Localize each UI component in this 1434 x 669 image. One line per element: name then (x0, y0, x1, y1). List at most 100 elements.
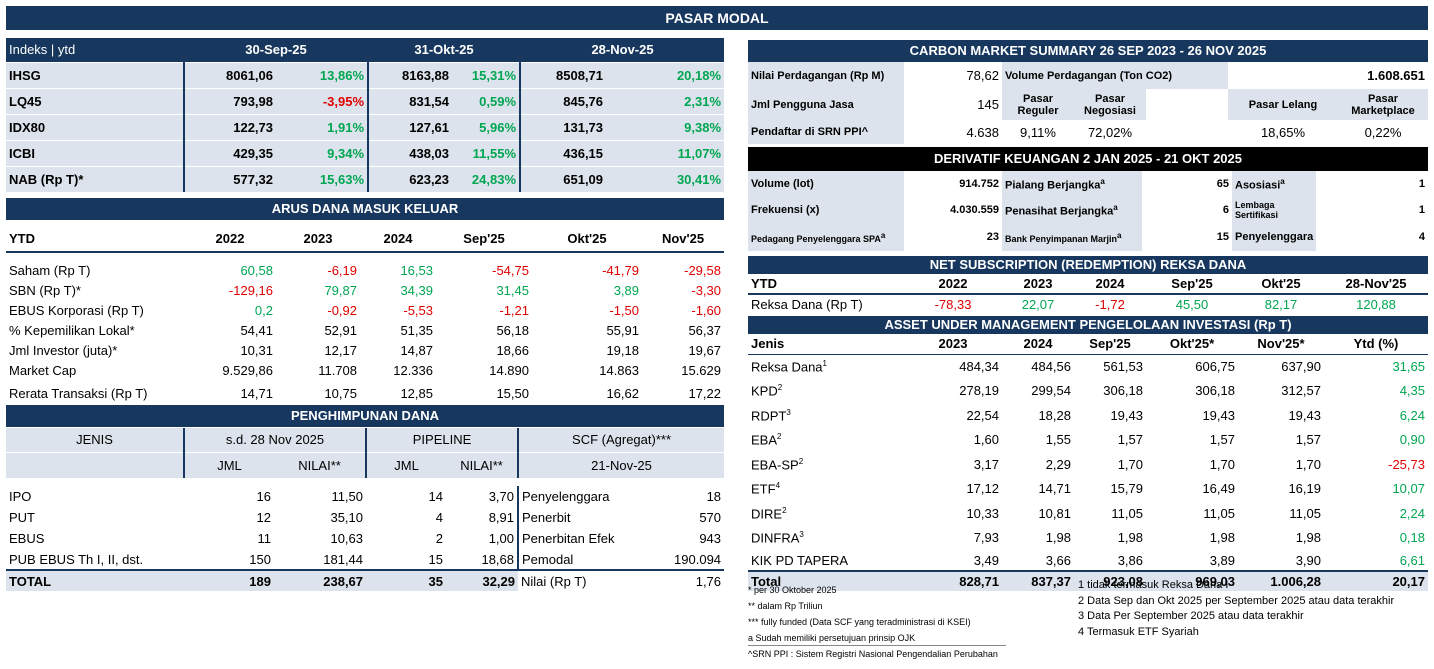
flows-table: YTD 2022 2023 2024 Sep'25 Okt'25 Nov'25 Saham … (6, 226, 724, 406)
deriv-frekuensi-label: Frekuensi (x) (748, 197, 904, 223)
index-value: 793,98 (183, 88, 276, 114)
funding-table: JENIS s.d. 28 Nov 2025 PIPELINE SCF (Agr… (6, 428, 725, 591)
index-pct: 11,07% (677, 145, 722, 161)
aum-label: EBA-SP2 (748, 452, 904, 477)
index-pct: 13,86% (319, 67, 365, 83)
deriv-sup-a: a (1117, 230, 1122, 240)
aum-label-text: DIRE (751, 505, 783, 521)
flows-row: SBN (Rp T)* -129,16 79,87 34,39 31,45 3,89 -3,… (6, 280, 724, 300)
index-pct: 5,96% (479, 119, 517, 135)
flows-row: Saham (Rp T) 60,58 -6,19 16,53 -54,75 -41,79 -… (6, 260, 724, 280)
aum-value: 15,79 (1110, 481, 1143, 497)
aum-total-value: 828,71 (959, 574, 999, 589)
aum-label: KPD2 (748, 379, 904, 404)
deriv-pialang-val: 65 (1216, 178, 1229, 190)
netsub-label: Reksa Dana (Rp T) (751, 297, 863, 312)
index-pct: 15,63% (319, 171, 365, 187)
flows-value: 52,91 (324, 322, 357, 338)
aum-value: 10,81 (1038, 505, 1071, 521)
aum-value: 1,57 (1117, 432, 1143, 448)
funding-scf-val: 570 (699, 510, 722, 525)
aum-title: ASSET UNDER MANAGEMENT PENGELOLAAN INVES… (748, 316, 1428, 334)
deriv-pedagang-label: Pedagang Penyelenggara SPA (751, 233, 881, 244)
index-row: NAB (Rp T)* 577,32 15,63% 623,23 24,83% 651,0… (6, 166, 725, 192)
index-pct: -3,95% (322, 93, 365, 109)
index-row: IDX80 122,73 1,91% 127,61 5,96% 131,73 9,38% (6, 114, 725, 140)
flows-value: 56,18 (496, 322, 529, 338)
flows-value: 10,31 (240, 342, 273, 358)
flows-row: % Kepemilikan Lokal* 54,41 52,91 51,35 56,18… (6, 320, 724, 340)
flows-value: -54,75 (492, 262, 529, 278)
aum-value: 1,98 (1295, 530, 1321, 546)
aum-label-text: RDPT (751, 407, 787, 423)
aum-total-value: 837,37 (1031, 574, 1071, 589)
flows-label: Rerata Transaksi (Rp T) (9, 385, 148, 401)
index-pct: 24,83% (471, 171, 517, 187)
index-pct: 1,91% (327, 119, 365, 135)
funding-pjml: 14 (428, 489, 444, 504)
flows-value: 14.863 (599, 362, 639, 378)
aum-header-cell: Okt'25* (1169, 336, 1215, 352)
aum-value: 11,05 (1289, 505, 1321, 521)
index-name: IDX80 (9, 119, 46, 135)
aum-value: 16,49 (1202, 481, 1235, 497)
flows-label: Market Cap (9, 362, 77, 378)
aum-value: 299,54 (1031, 383, 1071, 399)
aum-value: 31,65 (1392, 359, 1425, 374)
carbon-pendaftar-val: 4.638 (966, 124, 999, 140)
aum-label: DINFRA3 (748, 526, 904, 551)
deriv-bank-val: 15 (1216, 231, 1229, 243)
funding-nilai: 35,10 (330, 510, 364, 525)
aum-header-cell: Sep'25 (1089, 336, 1131, 352)
index-pct: 2,31% (684, 93, 722, 109)
flows-value: 12,85 (400, 385, 433, 401)
aum-header-cell: Nov'25* (1257, 336, 1305, 352)
netsub-header-cell: 28-Nov'25 (1345, 276, 1407, 291)
funding-scf-label: Pemodal (517, 549, 633, 570)
funding-scf-label: Penyelenggara (517, 486, 633, 507)
aum-row: DINFRA3 7,93 1,98 1,98 1,98 1,98 0,18 (748, 526, 1428, 551)
aum-row: EBA2 1,60 1,55 1,57 1,57 1,57 0,90 (748, 428, 1428, 453)
funding-h-jenis: JENIS (76, 432, 113, 448)
flows-title: ARUS DANA MASUK KELUAR (6, 198, 724, 220)
flows-row: EBUS Korporasi (Rp T) 0,2 -0,92 -5,53 -1,21 -… (6, 300, 724, 320)
carbon-nilai-label: Nilai Perdagangan (Rp M) (748, 62, 904, 89)
aum-label: DIRE2 (748, 501, 904, 526)
aum-header-cell: Ytd (%) (1353, 336, 1399, 352)
note-line: 4 Termasuk ETF Syariah (1078, 625, 1199, 638)
flows-value: 12,17 (324, 342, 357, 358)
carbon-volume-val: 1.608.651 (1367, 68, 1425, 83)
deriv-frekuensi-val: 4.030.559 (950, 204, 999, 216)
index-pct: 11,55% (472, 145, 517, 161)
carbon-pasar-marketplace: Pasar Marketplace (1338, 89, 1428, 120)
funding-pjml: 2 (435, 531, 444, 546)
netsub-header-cell: 2023 (1023, 276, 1053, 291)
index-value: 429,35 (183, 140, 276, 166)
funding-scf-val: 18 (706, 489, 722, 504)
note-line: * per 30 Oktober 2025 (748, 585, 837, 595)
aum-value: 3,49 (973, 552, 999, 568)
netsub-header-cell: YTD (751, 276, 777, 291)
aum-value: 278,19 (959, 383, 999, 399)
aum-value: 1,70 (1209, 456, 1235, 472)
aum-footnote-ref: 3 (786, 407, 791, 417)
netsub-value: 45,50 (1175, 297, 1209, 312)
funding-title: PENGHIMPUNAN DANA (6, 405, 724, 427)
flows-row: Jml Investor (juta)* 10,31 12,17 14,87 18,66… (6, 340, 724, 360)
aum-row: KIK PD TAPERA 3,49 3,66 3,86 3,89 3,90 6,61 (748, 550, 1428, 571)
funding-jml: 16 (256, 489, 271, 504)
flows-value: 11.708 (318, 362, 357, 378)
derivatif-table: Volume (lot) 914.752 Pialang Berjangkaa … (748, 171, 1428, 251)
aum-label-text: DINFRA (751, 530, 800, 546)
index-value: 831,54 (367, 88, 453, 114)
index-row: LQ45 793,98 -3,95% 831,54 0,59% 845,76 2,31% (6, 88, 725, 114)
flows-value: 54,41 (240, 322, 273, 338)
aum-footnote-ref: 2 (798, 456, 804, 466)
funding-jml: 11 (257, 531, 272, 546)
aum-value: 22,54 (966, 407, 999, 423)
aum-value: 10,33 (966, 505, 999, 521)
aum-value: 606,75 (1195, 359, 1235, 374)
derivatif-title: DERIVATIF KEUANGAN 2 JAN 2025 - 21 OKT 2… (748, 147, 1428, 171)
flows-label: % Kepemilikan Lokal* (9, 322, 135, 338)
aum-total-value: 969,03 (1195, 574, 1235, 589)
